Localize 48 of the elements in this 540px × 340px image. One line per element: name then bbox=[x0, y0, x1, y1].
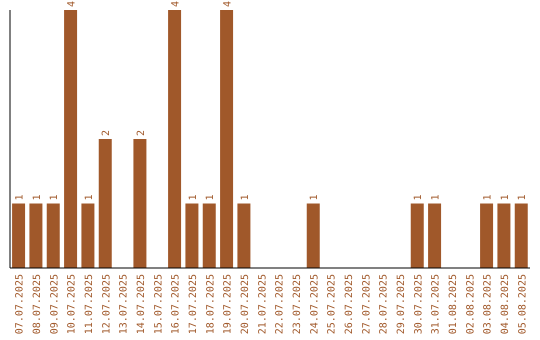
x-tick-label: 22.07.2025 bbox=[274, 274, 286, 334]
data-label: 2 bbox=[136, 130, 147, 136]
x-tick-label: 12.07.2025 bbox=[101, 274, 112, 334]
data-label: 1 bbox=[517, 194, 528, 200]
x-tick-label: 02.08.2025 bbox=[465, 274, 476, 334]
data-label: 1 bbox=[413, 194, 424, 200]
x-tick-label: 26.07.2025 bbox=[344, 274, 355, 334]
x-tick-label: 28.07.2025 bbox=[378, 274, 390, 334]
x-tick-label: 19.07.2025 bbox=[222, 274, 234, 334]
data-label: 4 bbox=[222, 0, 234, 7]
data-label: 1 bbox=[32, 194, 43, 200]
x-tick-label: 09.07.2025 bbox=[49, 274, 60, 334]
data-label: 4 bbox=[170, 0, 182, 7]
x-tick-label: 27.07.2025 bbox=[361, 274, 372, 334]
data-label: 1 bbox=[240, 194, 251, 200]
data-label: 2 bbox=[101, 130, 112, 136]
data-label: 1 bbox=[49, 194, 60, 200]
x-tick-label: 07.07.2025 bbox=[14, 274, 26, 334]
x-tick-label: 21.07.2025 bbox=[257, 274, 268, 334]
data-label: 1 bbox=[14, 194, 26, 200]
x-tick-label: 31.07.2025 bbox=[430, 274, 442, 334]
x-tick-label: 08.07.2025 bbox=[32, 274, 43, 334]
x-tick-label: 20.07.2025 bbox=[240, 274, 251, 334]
x-tick-label: 25.07.2025 bbox=[326, 274, 338, 334]
x-tick-label: 16.07.2025 bbox=[170, 274, 182, 334]
x-tick-label: 04.08.2025 bbox=[500, 274, 511, 334]
data-label: 4 bbox=[66, 0, 78, 7]
data-label: 1 bbox=[482, 194, 494, 200]
data-label: 1 bbox=[500, 194, 511, 200]
x-tick-label: 23.07.2025 bbox=[292, 274, 303, 334]
data-label: 1 bbox=[205, 194, 216, 200]
x-tick-label: 11.07.2025 bbox=[84, 274, 95, 334]
x-tick-label: 13.07.2025 bbox=[118, 274, 130, 334]
x-tick-label: 01.08.2025 bbox=[448, 274, 459, 334]
data-label: 1 bbox=[430, 194, 442, 200]
data-label: 1 bbox=[84, 194, 95, 200]
x-tick-label: 24.07.2025 bbox=[309, 274, 320, 334]
x-tick-label: 15.07.2025 bbox=[153, 274, 164, 334]
x-tick-label: 18.07.2025 bbox=[205, 274, 216, 334]
x-tick-label: 10.07.2025 bbox=[66, 274, 78, 334]
x-tick-label: 14.07.2025 bbox=[136, 274, 147, 334]
x-tick-label: 29.07.2025 bbox=[396, 274, 407, 334]
x-tick-label: 17.07.2025 bbox=[188, 274, 199, 334]
x-tick-label: 05.08.2025 bbox=[517, 274, 528, 334]
x-tick-label: 03.08.2025 bbox=[482, 274, 494, 334]
data-label: 1 bbox=[309, 194, 320, 200]
x-tick-label: 30.07.2025 bbox=[413, 274, 424, 334]
data-label: 1 bbox=[188, 194, 199, 200]
